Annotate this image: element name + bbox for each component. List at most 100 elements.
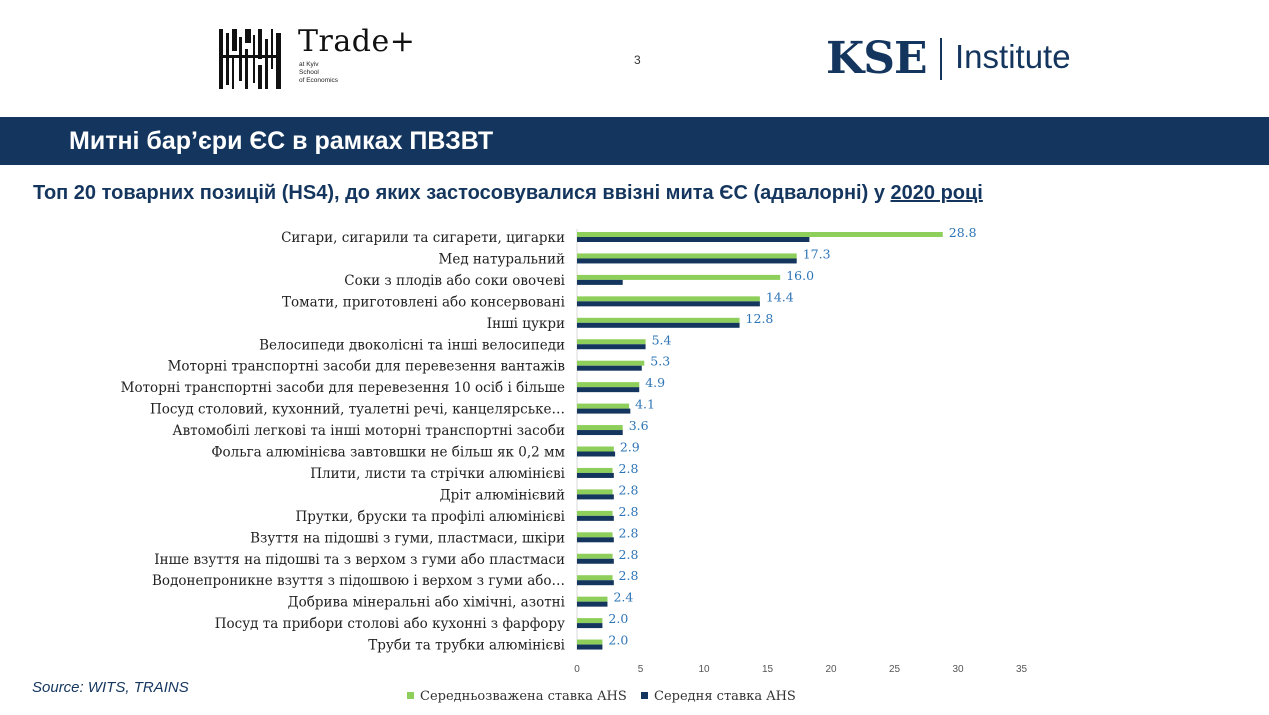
bar-simple [577,237,810,242]
x-tick-label: 20 [825,664,837,675]
bar-chart: Сигари, сигарили та сигарети, цигарки 28.… [121,225,1028,675]
data-label: 2.8 [619,461,639,476]
bar-weighted [577,253,797,259]
bar-simple [577,279,623,285]
bar-weighted [577,446,614,452]
bar-simple [577,408,631,414]
x-tick-label: 0 [574,664,580,675]
tradeplus-name: Trade+ [298,24,416,59]
data-label: 5.3 [650,354,670,369]
category-label: Велосипеди двоколісні та інші велосипеди [259,337,565,353]
chart-title: Топ 20 товарних позицій (HS4), до яких з… [33,182,983,205]
bar-weighted [577,618,603,624]
category-label: Дріт алюмінієвий [440,487,565,503]
category-label: Томати, приготовлені або консервовані [282,294,566,310]
x-tick-label: 15 [762,664,774,675]
bar-simple [577,558,614,564]
category-label: Інші цукри [487,316,565,332]
bar-weighted [577,403,630,409]
tradeplus-subtitle: at Kyiv School of Economics [299,61,338,85]
bar-weighted [577,382,640,388]
x-tick-label: 35 [1016,664,1028,675]
header: Trade+ at Kyiv School of Economics 3 KSE… [0,0,1269,117]
data-label: 2.8 [619,504,639,519]
bar-weighted [577,489,613,495]
kse-logo-mark: KSE [826,33,928,84]
bar-simple [577,301,760,307]
category-label: Посуд та прибори столові або кухонні з ф… [215,616,565,632]
data-label: 17.3 [803,246,831,261]
data-label: 2.8 [619,482,639,497]
category-label: Фольга алюмінієва завтовшки не більш як … [211,445,565,461]
bar-simple [577,451,616,457]
category-label: Взуття на підошві з гуми, пластмаси, шкі… [250,530,565,546]
bar-simple [577,387,640,393]
data-label: 2.0 [608,611,628,626]
tradeplus-sub-line: at Kyiv [299,61,319,68]
chart-title-year: 2020 році [890,182,983,204]
bar-simple [577,515,614,521]
category-label: Плити, листи та стрічки алюмінієві [310,466,565,482]
category-label: Труби та трубки алюмінієві [368,638,565,654]
bar-simple [577,430,623,436]
x-tick-label: 25 [889,664,901,675]
data-label: 16.0 [786,268,814,283]
bar-weighted [577,510,613,516]
bar-weighted [577,232,943,237]
bar-weighted [577,360,645,366]
bar-simple [577,472,614,478]
title-banner: Митні бар’єри ЄС в рамках ПВЗВТ [0,117,1269,165]
bar-simple [577,601,608,607]
page-number: 3 [634,53,641,67]
x-tick-label: 30 [952,664,964,675]
tradeplus-sub-line: of Economics [299,77,339,84]
kse-logo-institute: Institute [955,38,1071,75]
bar-weighted [577,467,613,473]
x-tick-label: 10 [698,664,710,675]
data-label: 2.8 [619,525,639,540]
data-label: 3.6 [629,418,649,433]
legend-item-simple: Середня ставка AHS [641,689,796,704]
category-label: Прутки, бруски та профілі алюмінієві [296,509,566,525]
kse-logo-divider [940,38,942,80]
page-title: Митні бар’єри ЄС в рамках ПВЗВТ [69,127,494,155]
legend-item-weighted: Середньозважена ставка AHS [407,689,627,704]
bar-simple [577,537,614,543]
bar-simple [577,258,797,264]
category-label: Водонепроникне взуття з підошвою і верхо… [152,573,565,589]
data-label: 28.8 [949,225,977,240]
legend-label-simple: Середня ставка AHS [654,689,796,704]
data-label: 5.4 [652,332,672,347]
category-label: Соки з плодів або соки овочеві [344,273,565,289]
bar-weighted [577,575,613,581]
legend-swatch-simple [641,692,648,699]
bar-simple [577,344,646,350]
category-label: Посуд столовий, кухонний, туалетні речі,… [150,402,565,418]
bar-weighted [577,425,623,431]
category-label: Добрива мінеральні або хімічні, азотні [288,595,566,611]
category-label: Сигари, сигарили та сигарети, цигарки [281,230,565,246]
data-label: 2.8 [619,568,639,583]
bar-simple [577,365,642,371]
tradeplus-logo-icon [219,29,281,89]
bar-weighted [577,639,603,645]
category-label: Інше взуття на підошві та з верхом з гум… [154,552,565,568]
category-label: Мед натуральний [439,251,565,267]
data-label: 4.1 [635,397,655,412]
bar-weighted [577,317,740,323]
bar-weighted [577,532,613,538]
source-note: Source: WITS, TRAINS [32,679,189,696]
category-label: Моторні транспортні засоби для перевезен… [168,359,566,375]
data-label: 12.8 [746,311,774,326]
bar-simple [577,494,614,500]
bar-weighted [577,596,608,602]
legend-swatch-weighted [407,692,414,699]
tradeplus-sub-line: School [299,69,319,76]
legend-label-weighted: Середньозважена ставка AHS [420,689,627,704]
data-label: 2.9 [620,440,640,455]
data-label: 14.4 [766,289,794,304]
data-label: 2.4 [613,590,633,605]
data-label: 4.9 [645,375,665,390]
bar-weighted [577,296,760,302]
bar-simple [577,623,603,629]
